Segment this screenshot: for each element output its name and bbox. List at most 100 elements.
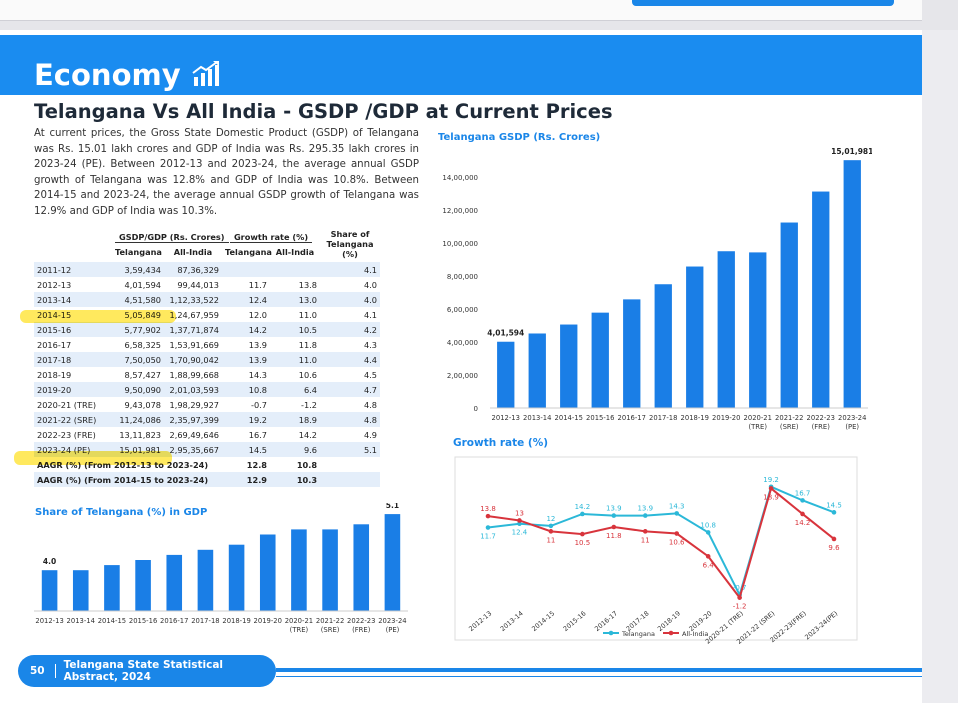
data-label: 13.9 (606, 505, 622, 513)
x-tick-label: 2014-15 (555, 414, 583, 422)
data-label: 4,01,594 (487, 329, 524, 338)
table-cell: 2018-19 (37, 369, 72, 380)
point (548, 523, 554, 529)
point (485, 513, 491, 519)
point (705, 554, 711, 559)
data-label: 10.6 (669, 539, 685, 547)
table-cell: 14.2 (222, 322, 270, 337)
data-label: 11.7 (480, 533, 496, 541)
share-chart: Share of Telangana (%) in GDP 4.0 2012-13 2… (34, 503, 408, 634)
table-cell (270, 262, 321, 277)
table-cell: 14.3 (248, 369, 267, 380)
x-tick-label: 2018-19 (656, 609, 682, 633)
table-cell: 2022-23 (FRE) (37, 429, 96, 440)
plot-frame (454, 456, 858, 641)
share-header: Share of Telangana (%) (326, 229, 374, 259)
x-tick-label: 2021-22 (SRE) (316, 617, 344, 634)
table-cell: 5.1 (320, 442, 381, 457)
x-tick-label: 2012-13 (35, 617, 63, 625)
data-label: 12 (546, 515, 555, 523)
data-label: 13.9 (637, 505, 653, 513)
table-cell: 2017-18 (34, 352, 112, 367)
header-cell (34, 242, 112, 262)
bar (686, 266, 704, 408)
data-label: 14.2 (795, 519, 811, 527)
table-cell: 4.0 (320, 292, 381, 307)
x-tick-label: 2018-19 (681, 414, 709, 422)
x-tick-label: 2021-22 (SRE) (775, 414, 803, 431)
data-label: 5.1 (386, 503, 399, 510)
table-row: 2021-22 (SRE) 11,24,086 2,35,97,399 19.2 18.… (34, 412, 381, 427)
section-title: Economy (34, 58, 221, 92)
table-cell: 10.8 (296, 459, 318, 470)
bar (623, 299, 641, 408)
data-label: 15,01,981 (831, 147, 872, 156)
aagr-row: AAGR (%) (From 2014-15 to 2023-24) 12.9 10… (34, 472, 381, 487)
table-cell: 1,12,33,522 (164, 292, 222, 307)
data-label: 9.6 (828, 544, 840, 552)
section-text: Economy (34, 58, 181, 92)
x-tick-label: 2012-13 (467, 609, 493, 633)
table-cell: 2,01,03,593 (164, 382, 222, 397)
table-cell: 19.2 (222, 412, 270, 427)
table-row: 2016-17 6,58,325 1,53,91,669 13.9 11.8 4.3 (34, 337, 380, 352)
header-row: Telangana All-India Telangana All-India (34, 242, 380, 262)
data-label: 4.0 (43, 557, 56, 566)
table-cell: -1.2 (301, 399, 318, 410)
header-cell (34, 226, 112, 242)
point (517, 518, 522, 523)
data-label: 11 (546, 536, 555, 544)
table-cell: 4.0 (363, 279, 378, 290)
y-tick-label: 10,00,000 (442, 240, 478, 248)
x-tick-label: 2023-24(PE) (803, 609, 839, 641)
x-tick-label: 2013-14 (499, 609, 525, 633)
x-tick-label: 2015-16 (129, 617, 157, 625)
table-cell: 6,58,325 (124, 339, 161, 350)
x-tick-label: 2017-18 (649, 414, 677, 422)
table-cell: 4.1 (363, 309, 378, 320)
data-label: 18.9 (763, 493, 779, 501)
x-tick-label: 2023-24(PE) (378, 617, 406, 634)
table-cell (222, 262, 270, 277)
x-tick-label: 2013-14 (523, 414, 551, 422)
bar (322, 529, 338, 611)
point (580, 531, 585, 537)
table-cell: 12.9 (222, 472, 270, 487)
x-tick-label: 2014-15 (530, 609, 556, 633)
legend-label: All-India (682, 630, 708, 638)
bar (717, 251, 735, 408)
bar (291, 529, 307, 611)
table-cell: 87,36,329 (164, 262, 222, 277)
table-cell: 2013-14 (34, 292, 112, 307)
point (674, 531, 680, 536)
bar (384, 514, 401, 611)
bar (104, 565, 120, 611)
series-line (487, 486, 835, 600)
x-tick-label: 2016-17 (593, 609, 619, 633)
data-label: 10.5 (575, 539, 591, 547)
point (611, 524, 617, 530)
data-label: 14.3 (669, 502, 685, 510)
x-tick-label: 2016-17 (618, 414, 646, 422)
bar (353, 524, 370, 611)
bar (780, 222, 798, 408)
table-cell: 12.0 (248, 309, 267, 320)
table-cell: 13,11,823 (119, 429, 161, 440)
table-cell: 4.3 (363, 339, 378, 350)
bar (749, 252, 767, 408)
point (517, 521, 522, 527)
bar (497, 341, 515, 408)
table-row: 2012-13 4,01,594 99,44,013 11.7 13.8 4.0 (34, 277, 380, 292)
chart-title: Telangana GSDP (Rs. Crores) (438, 132, 600, 143)
table-cell (320, 472, 381, 487)
x-tick-label: 2022-23(FRE) (807, 414, 835, 431)
table-cell: 12.8 (246, 459, 267, 470)
point (642, 529, 648, 534)
x-tick-label: 2013-14 (67, 617, 95, 625)
point (674, 511, 680, 516)
group-header-text: Growth rate (%) (229, 232, 313, 243)
y-tick-label: 4,00,000 (447, 339, 478, 347)
intro-paragraph: At current prices, the Gross State Domes… (34, 128, 419, 217)
bar (591, 312, 609, 408)
